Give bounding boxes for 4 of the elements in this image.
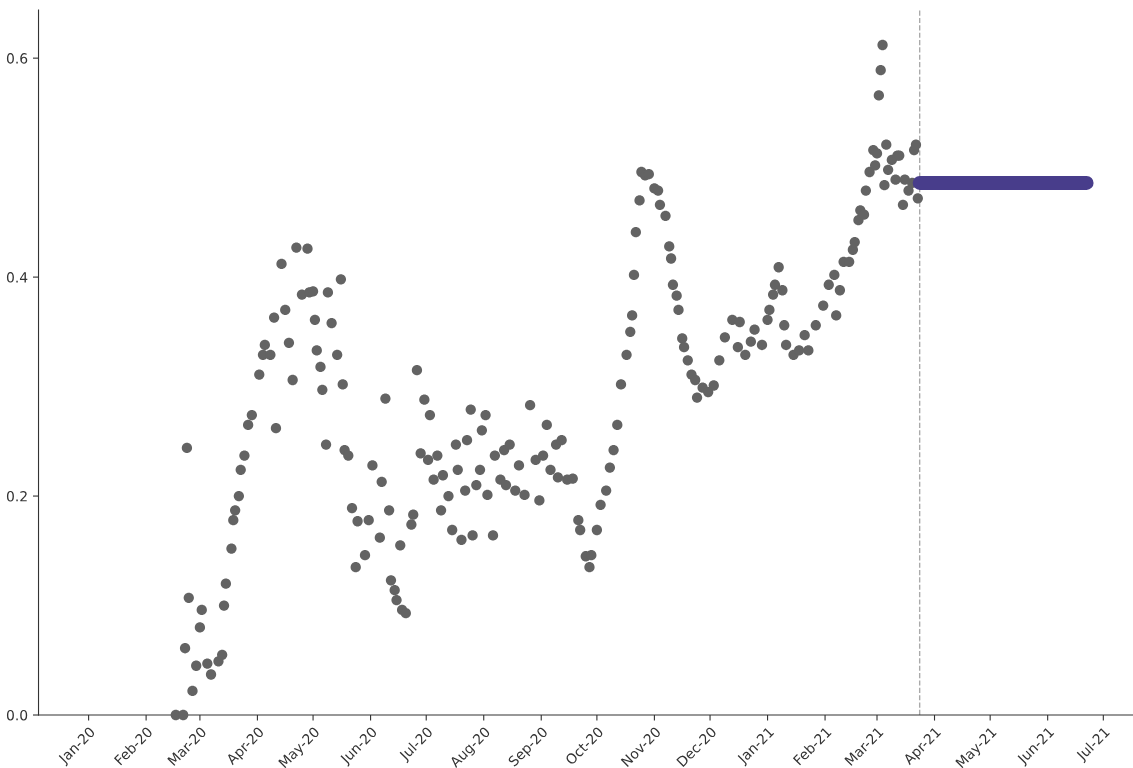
- y-tick-label: 0.0: [6, 709, 28, 721]
- y-tick-label: 0.2: [6, 491, 27, 502]
- y-tick-label: 0.6: [6, 53, 28, 64]
- y-tick-label: 0.4: [6, 272, 28, 283]
